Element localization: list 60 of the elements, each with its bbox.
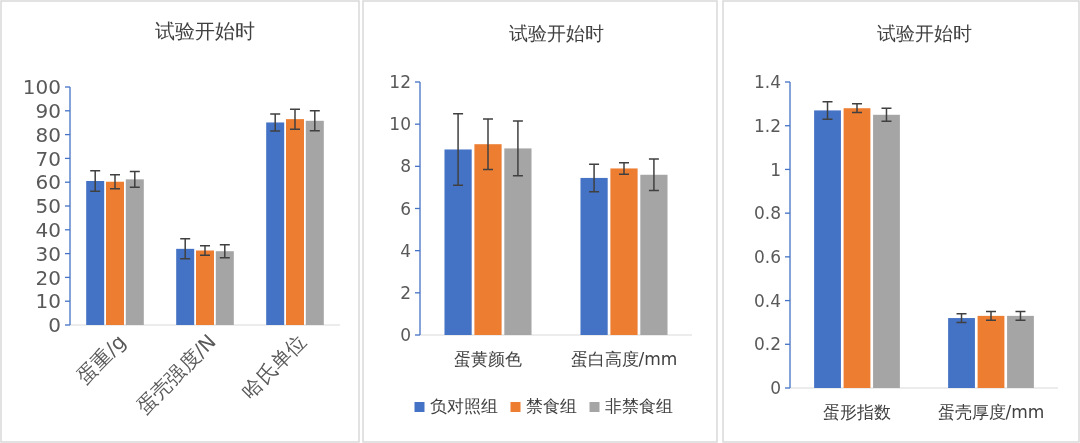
bar — [444, 149, 472, 335]
x-tick-label: 蛋重/g — [71, 329, 131, 389]
y-tick-label: 80 — [35, 122, 61, 147]
y-tick-label: 0.6 — [753, 246, 781, 267]
legend-label: 非禁食组 — [604, 396, 673, 416]
y-tick-label: 90 — [35, 99, 61, 123]
bar — [580, 177, 608, 335]
y-tick-label: 8 — [400, 156, 411, 177]
y-tick-label: 0.8 — [753, 203, 781, 224]
bar — [977, 315, 1005, 388]
bar — [176, 248, 195, 325]
x-tick-label: 蛋壳强度/N — [131, 329, 221, 419]
y-tick-label: 50 — [35, 194, 61, 219]
y-tick-label: 1.4 — [753, 72, 781, 93]
bar — [106, 181, 124, 325]
y-tick-label: 1.2 — [753, 115, 781, 136]
bar — [286, 119, 304, 325]
bar — [266, 122, 285, 325]
y-tick-label: 12 — [389, 72, 411, 93]
y-tick-label: 0 — [48, 313, 61, 338]
y-tick-label: 4 — [400, 240, 411, 261]
legend-label: 禁食组 — [525, 396, 577, 416]
y-tick-label: 20 — [35, 265, 61, 290]
chart-title: 试验开始时 — [508, 22, 604, 44]
chart-title: 试验开始时 — [876, 22, 972, 44]
bar — [125, 179, 144, 325]
y-tick-label: 0.4 — [753, 290, 781, 311]
bar — [814, 110, 841, 388]
bar — [86, 181, 105, 325]
y-tick-label: 40 — [35, 218, 61, 242]
x-tick-label: 蛋白高度/mm — [570, 349, 678, 369]
bar — [474, 144, 502, 335]
bar — [1007, 315, 1034, 388]
bar — [610, 168, 638, 335]
y-tick-label: 10 — [389, 114, 411, 135]
x-tick-label: 哈氏单位 — [237, 329, 311, 404]
bar — [504, 148, 532, 335]
y-tick-label: 1 — [770, 159, 781, 180]
y-tick-label: 0 — [770, 378, 781, 399]
bar — [948, 318, 975, 388]
y-tick-label: 70 — [35, 146, 61, 171]
bar — [215, 251, 234, 325]
legend-label: 负对照组 — [429, 396, 498, 416]
x-tick-label: 蛋壳厚度/mm — [937, 402, 1045, 422]
y-tick-label: 6 — [400, 198, 411, 219]
chart-title: 试验开始时 — [155, 19, 255, 43]
y-tick-label: 0 — [400, 325, 411, 346]
y-tick-label: 0.2 — [753, 334, 781, 355]
y-tick-label: 10 — [35, 289, 61, 314]
bar — [196, 250, 214, 325]
y-tick-label: 2 — [400, 282, 411, 303]
bar — [843, 108, 871, 388]
bar — [640, 174, 668, 335]
x-tick-label: 蛋形指数 — [823, 402, 891, 422]
x-tick-label: 蛋黄颜色 — [454, 349, 522, 369]
y-tick-label: 100 — [22, 75, 61, 100]
y-tick-label: 60 — [35, 170, 61, 195]
y-tick-label: 30 — [35, 241, 61, 266]
bar — [873, 114, 900, 388]
bar — [305, 120, 324, 325]
